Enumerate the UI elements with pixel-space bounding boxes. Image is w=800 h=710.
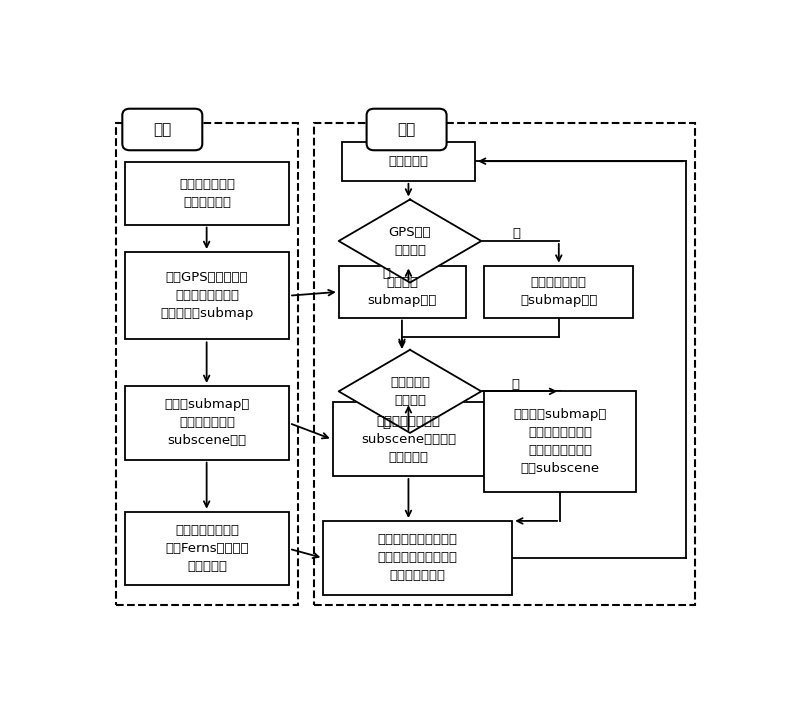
Text: 更新当前
submap信息: 更新当前 submap信息	[367, 276, 437, 307]
Bar	[333, 403, 485, 476]
Bar	[314, 124, 695, 605]
Polygon shape	[338, 200, 482, 283]
Bar	[125, 386, 289, 459]
Bar	[125, 512, 289, 586]
Text: 根据GPS数据标定用
户所在环境的空间
范围并划分submap: 根据GPS数据标定用 户所在环境的空间 范围并划分submap	[160, 271, 254, 320]
Text: 否: 否	[513, 227, 521, 241]
Bar	[342, 141, 475, 181]
Text: 继续使用上一帧
的submap信息: 继续使用上一帧 的submap信息	[520, 276, 598, 307]
Bar	[485, 266, 634, 317]
Bar	[323, 521, 512, 595]
Text: GPS数据
是否更新: GPS数据 是否更新	[389, 226, 431, 256]
Bar	[485, 391, 636, 493]
Text: 建立所有场景的
关键帧图像库: 建立所有场景的 关键帧图像库	[179, 178, 235, 209]
Bar	[125, 162, 289, 224]
Text: 拍摄当前帧: 拍摄当前帧	[389, 155, 429, 168]
Bar	[115, 124, 298, 605]
Text: 否: 否	[382, 417, 390, 430]
Text: 当前帧是否
是第一帧: 当前帧是否 是第一帧	[390, 376, 430, 407]
Text: 是: 是	[382, 267, 390, 280]
Bar	[338, 266, 466, 317]
Bar	[125, 252, 289, 339]
Text: 离线: 离线	[153, 122, 171, 137]
Text: 在线: 在线	[398, 122, 416, 137]
Text: 是: 是	[511, 378, 519, 391]
Polygon shape	[338, 350, 482, 433]
Text: 混合特征提取并在以上
较小的范围内进行基于
视觉的场景识别: 混合特征提取并在以上 较小的范围内进行基于 视觉的场景识别	[378, 533, 458, 582]
FancyBboxPatch shape	[122, 109, 202, 151]
Text: 根据上一帧场景的
subscene标签，缩
小搜索范围: 根据上一帧场景的 subscene标签，缩 小搜索范围	[361, 415, 456, 464]
Text: 混合特征提取以及
基于Ferns分类器的
有监督学习: 混合特征提取以及 基于Ferns分类器的 有监督学习	[165, 524, 249, 573]
FancyBboxPatch shape	[366, 109, 446, 151]
Text: 为每个submap中
的每个场景标注
subscene标签: 为每个submap中 的每个场景标注 subscene标签	[164, 398, 250, 447]
Text: 显示当前submap中
的所有场景，用户
通过手动选择确定
当前subscene: 显示当前submap中 的所有场景，用户 通过手动选择确定 当前subscene	[514, 408, 607, 476]
